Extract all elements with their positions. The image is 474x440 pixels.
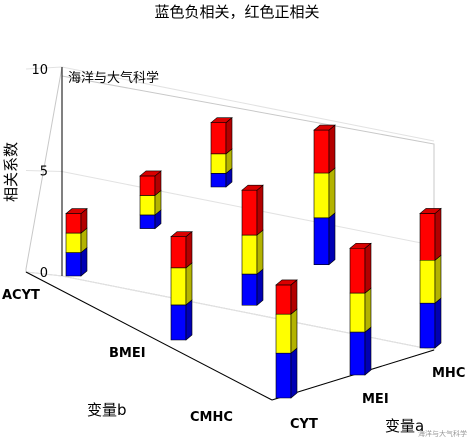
bar-segment: [241, 273, 258, 306]
bar-segment-side: [328, 212, 336, 266]
b-category-label: BMEI: [109, 346, 146, 361]
b-axis-line: [25, 271, 273, 401]
bar-segment-side: [256, 184, 264, 236]
bar-segment: [313, 217, 330, 265]
bar-segment: [210, 153, 227, 174]
z-tick-label: 10: [31, 63, 48, 78]
bar-segment-side: [290, 347, 298, 399]
bars: [65, 117, 442, 399]
bar-mhc-cmhc: [419, 207, 442, 349]
bar-mei-acyt: [139, 170, 162, 230]
bar-cyt-bmei: [170, 231, 193, 341]
bar-segment: [170, 267, 187, 306]
bar-segment: [210, 173, 227, 188]
z-axis-label: 变量b: [87, 401, 127, 419]
bar-mhc-bmei: [313, 124, 336, 266]
grid-line: [25, 66, 63, 70]
bar-segment: [241, 189, 258, 236]
bar-segment-side: [225, 117, 233, 155]
bar-segment-side: [434, 297, 442, 349]
bar-top: [349, 242, 372, 249]
bar-segment-side: [256, 229, 264, 275]
grid-line: [25, 271, 63, 277]
bar-top: [210, 117, 233, 123]
x-axis-label: 变量a: [385, 417, 424, 435]
bar-mei-cmhc: [349, 242, 372, 376]
bar-top: [139, 170, 162, 177]
bar-segment-side: [434, 207, 442, 261]
y-axis-label: 相关系数: [2, 142, 20, 202]
bar-segment: [275, 352, 292, 399]
bar-segment: [419, 213, 436, 261]
bar-segment: [349, 292, 366, 333]
bar-segment: [65, 213, 82, 234]
bar-top: [170, 231, 193, 237]
bar-mhc-acyt: [210, 117, 233, 188]
bar-segment: [419, 259, 436, 304]
bar-segment: [241, 234, 258, 275]
bar-segment-side: [185, 262, 193, 306]
bar-segment: [139, 214, 156, 229]
bar-top: [65, 208, 88, 214]
bar-segment-side: [364, 287, 372, 333]
bar-segment: [349, 247, 366, 294]
bar-segment: [139, 195, 156, 216]
bar-segment-side: [185, 299, 193, 341]
bar-segment: [65, 232, 82, 253]
bar-segment: [65, 252, 82, 277]
bar-top: [241, 184, 264, 191]
bar-segment: [170, 304, 187, 341]
footer-watermark: 海洋与大气科学: [418, 429, 467, 438]
z-tick-label: 5: [40, 165, 48, 180]
watermark-label: 海洋与大气科学: [68, 70, 159, 86]
bar-top: [419, 208, 442, 214]
a-category-label: MEI: [362, 392, 389, 407]
bar-segment-side: [256, 268, 264, 306]
bar-segment: [275, 313, 292, 354]
b-category-label: ACYT: [2, 288, 40, 303]
a-category-label: CYT: [290, 417, 318, 432]
category-labels: ACYT BMEI CMHC CYT MEI MHC: [2, 288, 465, 432]
bar-cyt-cmhc: [275, 279, 298, 399]
grid-line: [25, 170, 63, 172]
bar-segment-side: [290, 308, 298, 354]
b-category-label: CMHC: [190, 410, 233, 425]
z-ticks: 0 5 10: [31, 63, 48, 281]
bar-segment: [313, 172, 330, 219]
bar-segment-side: [364, 326, 372, 376]
bar-segment-side: [328, 124, 336, 174]
grid-line: [61, 66, 435, 142]
bar-segment-side: [185, 231, 193, 269]
bar-top: [275, 279, 298, 286]
bar-segment: [275, 284, 292, 315]
bar-cyt-acyt: [65, 207, 88, 277]
bar-segment: [139, 175, 156, 196]
grid-line: [61, 275, 435, 351]
bar-segment-side: [290, 279, 298, 315]
a-category-label: MHC: [432, 366, 465, 381]
bar-segment: [210, 122, 227, 155]
bar-segment: [170, 236, 187, 269]
chart-title: 蓝色负相关，红色正相关: [154, 3, 319, 21]
bar-segment-side: [364, 242, 372, 294]
bar-segment: [349, 331, 366, 376]
bar-segment-side: [328, 167, 336, 219]
bar-top: [313, 124, 336, 131]
bar-segment: [313, 129, 330, 174]
z-tick-label: 0: [40, 266, 48, 281]
bar-segment-side: [434, 254, 442, 304]
bar-segment: [419, 302, 436, 349]
bar-mei-bmei: [241, 184, 264, 306]
